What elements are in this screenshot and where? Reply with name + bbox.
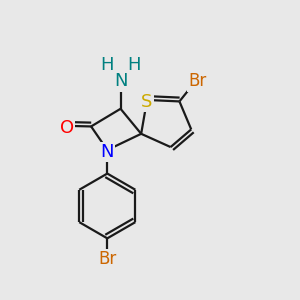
- Text: O: O: [60, 119, 74, 137]
- Text: S: S: [141, 93, 153, 111]
- Text: Br: Br: [188, 72, 206, 90]
- Text: N: N: [114, 72, 127, 90]
- Text: N: N: [100, 143, 114, 161]
- Text: H: H: [100, 56, 113, 74]
- Text: Br: Br: [98, 250, 116, 268]
- Text: H: H: [128, 56, 141, 74]
